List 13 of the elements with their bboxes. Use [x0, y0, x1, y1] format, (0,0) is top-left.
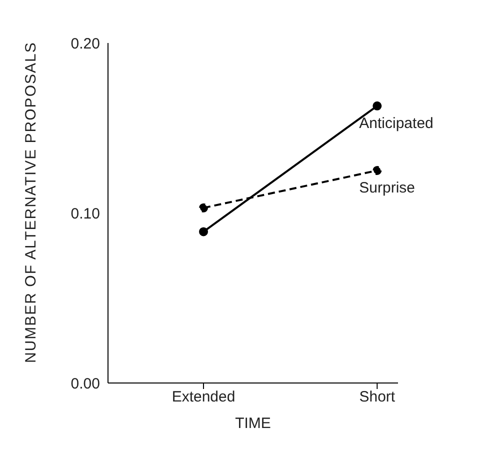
series-label: Anticipated	[359, 114, 434, 132]
point	[372, 101, 382, 110]
x-tick-label: Short	[359, 388, 396, 406]
x-axis-title: TIME	[235, 415, 271, 432]
y-tick-label: 0.00	[70, 375, 100, 392]
point	[372, 166, 382, 175]
y-tick-label: 0.10	[70, 205, 100, 222]
y-tick-label: 0.20	[70, 35, 100, 52]
point	[199, 203, 208, 212]
y-axis-title: NUMBER OF ALTERNATIVE PROPOSALS	[22, 42, 40, 363]
x-tick-label: Extended	[172, 388, 236, 406]
point	[199, 227, 208, 236]
series-label: Surprise	[359, 180, 416, 196]
